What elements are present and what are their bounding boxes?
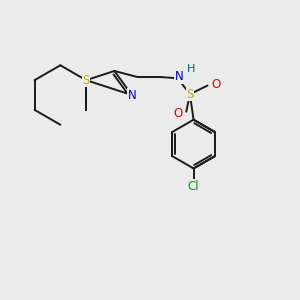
Text: N: N [128,88,136,101]
Text: S: S [186,88,194,100]
Text: H: H [187,64,195,74]
Text: N: N [175,70,184,83]
Text: O: O [211,78,220,91]
Text: Cl: Cl [188,180,200,193]
Text: S: S [82,74,90,87]
Text: O: O [173,107,183,120]
